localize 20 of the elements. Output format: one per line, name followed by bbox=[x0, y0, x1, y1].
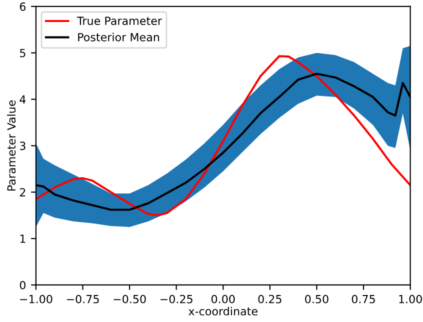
y-tick-label: 5 bbox=[20, 48, 26, 58]
x-tick-label: 1.00 bbox=[399, 294, 422, 304]
y-tick-label: 2 bbox=[20, 188, 26, 196]
x-tick-label: 0.00 bbox=[211, 294, 235, 304]
legend-label: True Parameter bbox=[77, 16, 162, 26]
x-axis-title: x-coordinate bbox=[188, 306, 258, 316]
y-tick-label: 0 bbox=[20, 280, 26, 290]
x-tick-label: −0.25 bbox=[160, 294, 192, 304]
y-tick-label: 3 bbox=[20, 142, 26, 150]
y-axis-title: Parameter Value bbox=[7, 100, 16, 191]
y-tick-label: 6 bbox=[20, 2, 26, 11]
x-tick-label: 0.50 bbox=[305, 294, 328, 304]
x-tick-label: −1.00 bbox=[20, 294, 52, 304]
y-tick-label: 1 bbox=[20, 234, 26, 243]
x-tick-label: −0.50 bbox=[114, 294, 146, 304]
y-tick-label: 4 bbox=[20, 95, 26, 104]
x-tick-label: 0.75 bbox=[352, 294, 375, 304]
x-tick-label: −0.75 bbox=[66, 294, 99, 304]
x-tick-label: 0.25 bbox=[258, 294, 282, 304]
legend-label: Posterior Mean bbox=[78, 32, 160, 42]
